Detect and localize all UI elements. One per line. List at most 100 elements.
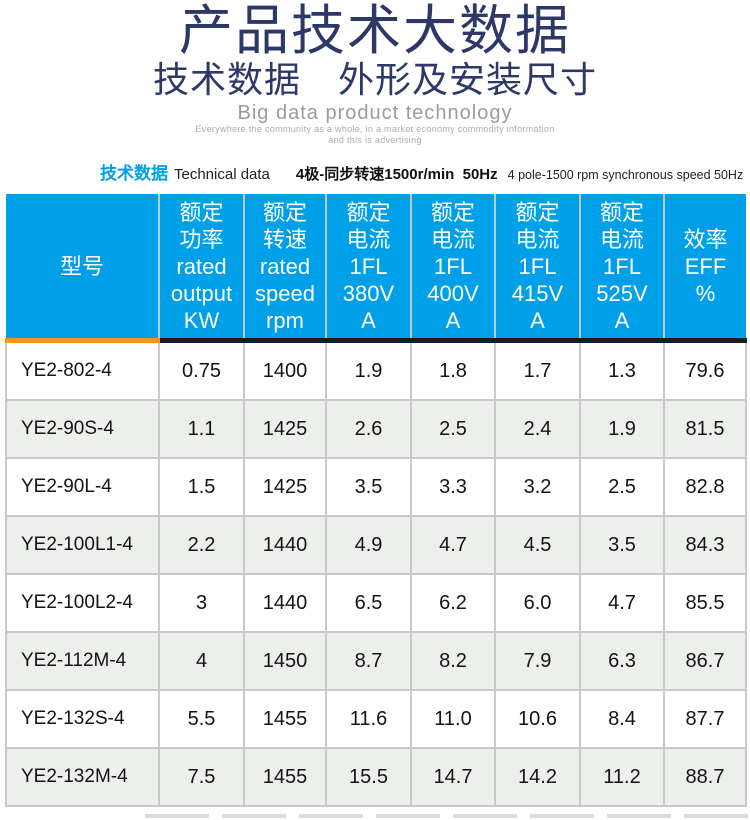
spec-text-en: 4 pole-1500 rpm synchronous speed 50Hz: [507, 168, 744, 182]
col-header-line: rpm: [266, 307, 304, 333]
cell-current-400v: 1.8: [410, 339, 496, 401]
cell-model: YE2-90L-4: [5, 457, 160, 517]
col-header-efficiency: 效率 EFF%: [663, 194, 746, 343]
cell-current-525v: 6.3: [579, 631, 665, 691]
col-header-line: 400V: [427, 280, 479, 306]
table-row: YE2-90S-4 1.1 1425 2.6 2.5 2.4 1.9 81.5: [5, 399, 747, 459]
col-header-line: 1FL: [518, 253, 557, 279]
cell-efficiency: 82.8: [663, 457, 747, 517]
col-header-line: KW: [183, 307, 220, 333]
page-title: 产品技术大数据: [179, 1, 571, 61]
cell-efficiency: 86.7: [663, 631, 747, 691]
cell-current-525v: 4.7: [579, 573, 665, 633]
table-row: YE2-100L2-4 3 1440 6.5 6.2 6.0 4.7 85.5: [5, 573, 747, 633]
cell-efficiency: 79.6: [663, 339, 747, 401]
col-header-line: rated: [176, 253, 227, 279]
cell-rated-output: 2.2: [158, 515, 245, 575]
cell-rated-speed: 1400: [243, 339, 327, 401]
cell-rated-output: 1.5: [158, 457, 245, 517]
cell-current-415v: 2.4: [494, 399, 581, 459]
cell-current-380v: 1.9: [325, 339, 412, 401]
col-header-line: 525V: [596, 280, 648, 306]
cell-current-525v: 1.9: [579, 399, 665, 459]
col-header-line: 额定: [179, 199, 224, 225]
section-label-cn: 技术数据: [100, 164, 168, 183]
page-subtitle: 技术数据 外形及安装尺寸: [152, 59, 597, 100]
col-header-rated-output: 额定 功率 rated output KW: [158, 194, 244, 343]
english-title: Big data product technology: [237, 102, 513, 124]
cell-model: YE2-132S-4: [5, 689, 160, 749]
col-header-line: 额定: [346, 199, 391, 225]
next-table-edge-segment: [145, 814, 209, 818]
col-header-line: 额定: [262, 199, 307, 225]
cell-current-415v: 7.9: [494, 631, 581, 691]
col-header-line: 415V: [511, 280, 564, 306]
cell-current-525v: 8.4: [579, 689, 665, 749]
cell-efficiency: 88.7: [663, 747, 747, 807]
col-header-line: 1FL: [349, 253, 388, 279]
cell-current-380v: 2.6: [325, 399, 412, 459]
col-header-line: 额定: [430, 199, 475, 225]
cell-rated-speed: 1455: [243, 689, 327, 749]
table-header: 型号 额定 功率 rated output KW 额定 转速 rated speed rpm 额定 电流…: [6, 194, 746, 343]
col-header-current-525v: 额定 电流 1FL 525V A: [579, 194, 664, 343]
cell-current-380v: 3.5: [325, 457, 412, 517]
col-header-line: A: [445, 307, 461, 333]
col-header-line: 额定: [599, 199, 644, 225]
cell-model: YE2-100L2-4: [5, 573, 160, 633]
cell-current-415v: 3.2: [494, 457, 581, 517]
cell-current-380v: 11.6: [325, 689, 412, 749]
cell-efficiency: 84.3: [663, 515, 747, 575]
col-header-line: 1FL: [603, 253, 641, 279]
cell-rated-speed: 1455: [243, 747, 327, 807]
col-header-line: 效率: [683, 226, 728, 252]
table-row: YE2-90L-4 1.5 1425 3.5 3.3 3.2 2.5 82.8: [5, 457, 747, 517]
english-tagline-1: Everywhere the community as a whole, in …: [195, 124, 555, 134]
col-header-line: 型号: [59, 253, 104, 279]
cell-current-525v: 3.5: [579, 515, 665, 575]
cell-rated-output: 5.5: [158, 689, 245, 749]
next-table-edge-segment: [453, 814, 517, 818]
technical-data-table: 型号 额定 功率 rated output KW 额定 转速 rated speed rpm 额定 电流…: [5, 194, 747, 807]
next-table-edge-segment: [684, 814, 748, 818]
cell-current-400v: 8.2: [410, 631, 496, 691]
english-tagline-2: and this is advertising: [328, 135, 422, 145]
cell-model: YE2-90S-4: [5, 399, 160, 459]
cell-current-400v: 6.2: [410, 573, 496, 633]
section-header: 技术数据 Technical data 4极-同步转速1500r/min 50H…: [100, 159, 750, 183]
col-header-line: 转速: [262, 226, 307, 252]
cell-current-415v: 6.0: [494, 573, 581, 633]
col-header-line: 电流: [599, 226, 644, 252]
next-table-edge-segment: [530, 814, 594, 818]
col-header-line: EFF: [684, 253, 727, 279]
cell-current-380v: 4.9: [325, 515, 412, 575]
cell-current-415v: 4.5: [494, 515, 581, 575]
next-table-edge: [145, 814, 748, 818]
col-header-current-415v: 额定 电流 1FL 415V A: [494, 194, 580, 343]
cell-current-415v: 14.2: [494, 747, 581, 807]
cell-current-400v: 4.7: [410, 515, 496, 575]
cell-rated-output: 7.5: [158, 747, 245, 807]
cell-current-400v: 3.3: [410, 457, 496, 517]
cell-rated-output: 1.1: [158, 399, 245, 459]
cell-model: YE2-132M-4: [5, 747, 160, 807]
cell-rated-output: 0.75: [158, 339, 245, 401]
cell-current-415v: 10.6: [494, 689, 581, 749]
cell-model: YE2-100L1-4: [5, 515, 160, 575]
next-table-edge-segment: [222, 814, 286, 818]
col-header-line: %: [695, 280, 716, 306]
col-header-line: 额定: [515, 199, 560, 225]
cell-efficiency: 81.5: [663, 399, 747, 459]
col-header-line: speed: [255, 280, 315, 306]
table-row: YE2-112M-4 4 1450 8.7 8.2 7.9 6.3 86.7: [5, 631, 747, 691]
cell-current-380v: 15.5: [325, 747, 412, 807]
cell-current-525v: 2.5: [579, 457, 665, 517]
col-header-line: 电流: [515, 226, 560, 252]
spec-text-cn: 4极-同步转速1500r/min 50Hz: [295, 166, 498, 183]
col-header-current-380v: 额定 电流 1FL 380V A: [325, 194, 411, 343]
cell-current-415v: 1.7: [494, 339, 581, 401]
table-row: YE2-132M-4 7.5 1455 15.5 14.7 14.2 11.2 88.7: [5, 747, 747, 807]
col-header-line: 380V: [342, 280, 395, 306]
col-header-line: 1FL: [434, 253, 472, 279]
cell-efficiency: 85.5: [663, 573, 747, 633]
